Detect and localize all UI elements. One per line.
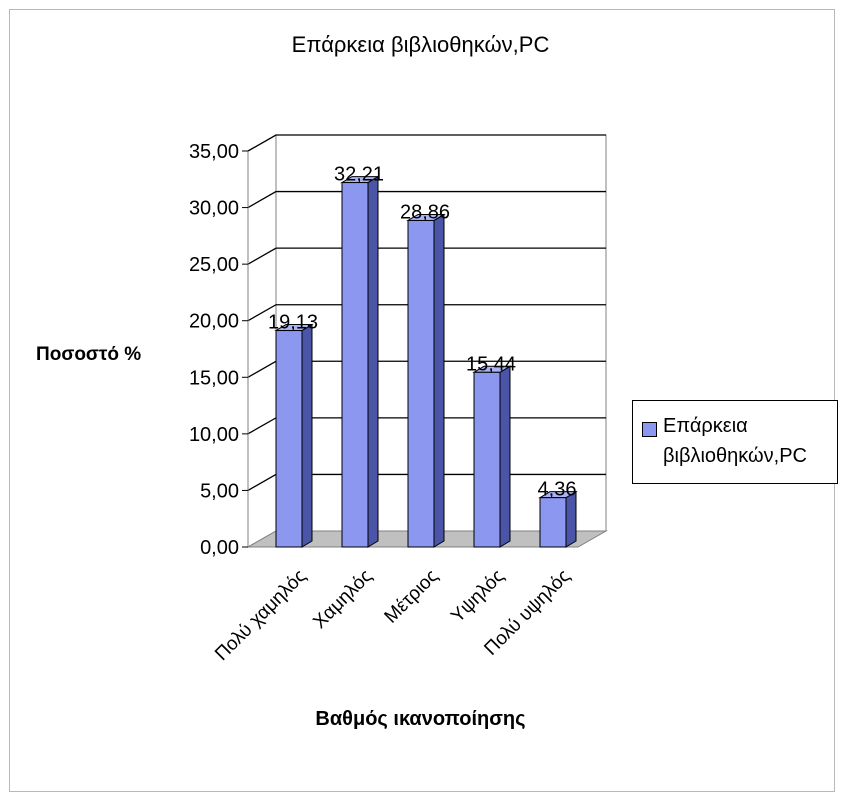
bar (472, 365, 512, 548)
bar (538, 490, 578, 548)
y-tick-label: 10,00 (189, 424, 239, 446)
data-labels: 19,13 32,21 28,86 15,44 4,36 (268, 164, 577, 501)
y-tick-label: 15,00 (189, 367, 239, 389)
y-axis-ticks: 0,00 5,00 10,00 15,00 20,00 25,00 30,00 35,00 (189, 141, 249, 559)
bar (340, 175, 380, 548)
y-tick-label: 20,00 (189, 311, 239, 333)
bar (406, 213, 446, 548)
gridline (247, 247, 606, 265)
bar-front (539, 497, 567, 548)
x-tick-label: Μέτριος (381, 566, 443, 628)
y-tick-label: 5,00 (200, 480, 239, 502)
gridline (247, 134, 606, 152)
y-tick-label: 30,00 (189, 198, 239, 220)
legend-label: Επάρκεια βιβλιοθηκών,PC (663, 415, 807, 467)
x-tick-label: Υψηλός (447, 566, 508, 627)
x-axis-title: Βαθμός ικανοποίησης (315, 708, 526, 730)
bar (274, 323, 314, 548)
side-wall (247, 134, 277, 548)
gridline (247, 304, 606, 322)
data-label: 28,86 (400, 201, 450, 223)
data-label: 4,36 (538, 479, 577, 501)
data-label: 32,21 (334, 164, 384, 186)
bar-side (433, 213, 445, 548)
bar-front (407, 219, 435, 548)
y-tick-label: 25,00 (189, 254, 239, 276)
bar-side (499, 365, 511, 548)
y-tick-label: 0,00 (200, 537, 239, 559)
bar-front (473, 371, 501, 548)
data-label: 15,44 (466, 353, 516, 375)
bar-front (341, 182, 369, 548)
y-tick-label: 35,00 (189, 141, 239, 163)
data-label: 19,13 (268, 312, 318, 334)
y-axis-title: Ποσοστό % (36, 344, 142, 365)
x-tick-label: Χαμηλός (309, 566, 376, 633)
legend-swatch (642, 422, 657, 437)
bar-side (301, 323, 313, 548)
x-tick-label: Πολύ χαμηλός (211, 566, 310, 665)
legend: Επάρκεια βιβλιοθηκών,PC (632, 400, 838, 484)
gridline (247, 190, 606, 209)
bar-front (275, 330, 303, 548)
bar-side (367, 175, 379, 548)
chart-title: Επάρκεια βιβλιοθηκών,PC (291, 32, 550, 57)
bars (274, 175, 578, 548)
